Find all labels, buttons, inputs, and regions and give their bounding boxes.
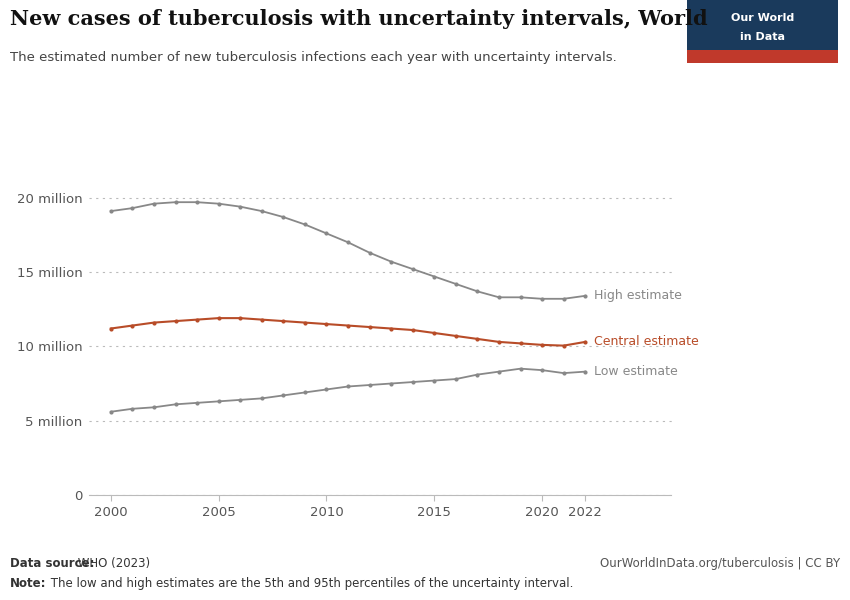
Text: High estimate: High estimate (594, 289, 682, 302)
Text: The low and high estimates are the 5th and 95th percentiles of the uncertainty i: The low and high estimates are the 5th a… (47, 577, 573, 590)
Bar (687, 50, 838, 63)
Text: New cases of tuberculosis with uncertainty intervals, World: New cases of tuberculosis with uncertain… (10, 9, 708, 29)
Text: in Data: in Data (740, 32, 785, 41)
Text: Central estimate: Central estimate (594, 335, 699, 349)
Text: OurWorldInData.org/tuberculosis | CC BY: OurWorldInData.org/tuberculosis | CC BY (599, 557, 840, 570)
Text: Low estimate: Low estimate (594, 365, 677, 378)
Text: Note:: Note: (10, 577, 47, 590)
Text: The estimated number of new tuberculosis infections each year with uncertainty i: The estimated number of new tuberculosis… (10, 51, 617, 64)
Text: Data source:: Data source: (10, 557, 94, 570)
Text: WHO (2023): WHO (2023) (74, 557, 150, 570)
Text: Our World: Our World (731, 13, 794, 23)
